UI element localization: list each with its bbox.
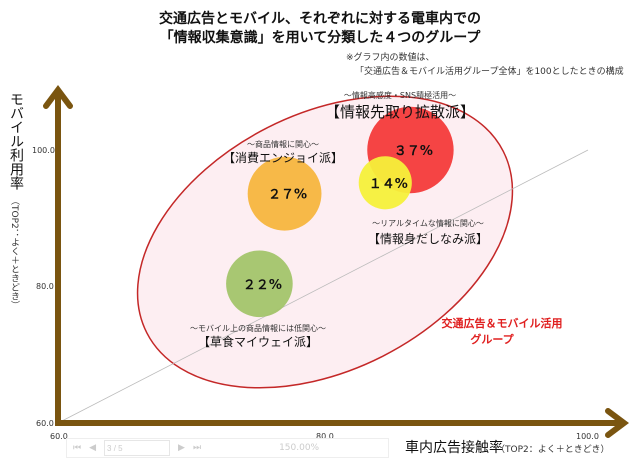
bubble-yellow bbox=[358, 156, 412, 210]
last-page-icon[interactable]: ⏭ bbox=[192, 443, 202, 453]
bubble-label-yellow: １４% bbox=[369, 177, 408, 192]
red-group-name: 【情報先取り拡散派】 bbox=[324, 103, 476, 121]
red-subtitle: 〜情報高感度・SNS積極活用〜 bbox=[343, 91, 457, 100]
pdf-viewer-toolbar: ⏮ ◀ ▶ ⏭ 150.00% bbox=[66, 438, 389, 458]
orange-group-name: 【消費エンジョイ派】 bbox=[222, 151, 344, 165]
x-axis-arrow-icon bbox=[605, 408, 629, 438]
chart-title-line2: 「情報収集意識」を用いて分類した４つのグループ bbox=[159, 30, 481, 46]
yellow-group-name: 【情報身だしなみ派】 bbox=[367, 232, 489, 246]
y-axis-arrow-icon bbox=[43, 85, 73, 109]
zoom-level[interactable]: 150.00% bbox=[279, 443, 320, 453]
y-tick-100: 100.0 bbox=[32, 146, 55, 155]
bubble-label-green: ２２% bbox=[243, 278, 282, 293]
page-input[interactable] bbox=[104, 440, 171, 456]
y-axis-label: モバイル利用率 bbox=[8, 92, 24, 190]
x-tick-60: 60.0 bbox=[50, 432, 68, 441]
prev-page-icon[interactable]: ◀ bbox=[89, 443, 97, 453]
green-subtitle: 〜モバイル上の商品情報には低関心〜 bbox=[190, 324, 326, 333]
bubble-label-orange: ２７% bbox=[268, 188, 307, 203]
y-axis-note: （TOP2：よく＋ときどき） bbox=[9, 196, 19, 310]
chart-title-line1: 交通広告とモバイル、それぞれに対する電車内での bbox=[159, 11, 481, 27]
x-axis-label: 車内広告接触率 bbox=[405, 440, 503, 456]
diagonal-line bbox=[57, 149, 589, 424]
group-label-line2: グループ bbox=[470, 333, 514, 346]
x-axis-note: （TOP2：よく＋ときどき） bbox=[496, 445, 610, 455]
group-ellipse bbox=[136, 95, 514, 389]
y-tick-80: 80.0 bbox=[36, 282, 54, 291]
y-tick-60: 60.0 bbox=[36, 419, 54, 428]
first-page-icon[interactable]: ⏮ bbox=[73, 443, 82, 453]
next-page-icon[interactable]: ▶ bbox=[178, 443, 185, 453]
bubble-orange bbox=[247, 156, 322, 231]
bubble-label-red: ３７% bbox=[394, 144, 433, 159]
group-label-line1: 交通広告＆モバイル活用 bbox=[441, 317, 563, 330]
x-tick-80: 80.0 bbox=[316, 432, 334, 441]
yellow-subtitle: 〜リアルタイムな情報に関心〜 bbox=[372, 219, 484, 228]
x-tick-100: 100.0 bbox=[576, 432, 599, 441]
note-line2: 「交通広告＆モバイル活用グループ全体」を100としたときの構成 bbox=[355, 67, 624, 77]
green-group-name: 【草食マイウェイ派】 bbox=[197, 335, 319, 349]
note-line1: ※グラフ内の数値は、 bbox=[346, 53, 435, 63]
bubble-green bbox=[226, 250, 293, 318]
orange-subtitle: 〜商品情報に関心〜 bbox=[247, 140, 319, 149]
